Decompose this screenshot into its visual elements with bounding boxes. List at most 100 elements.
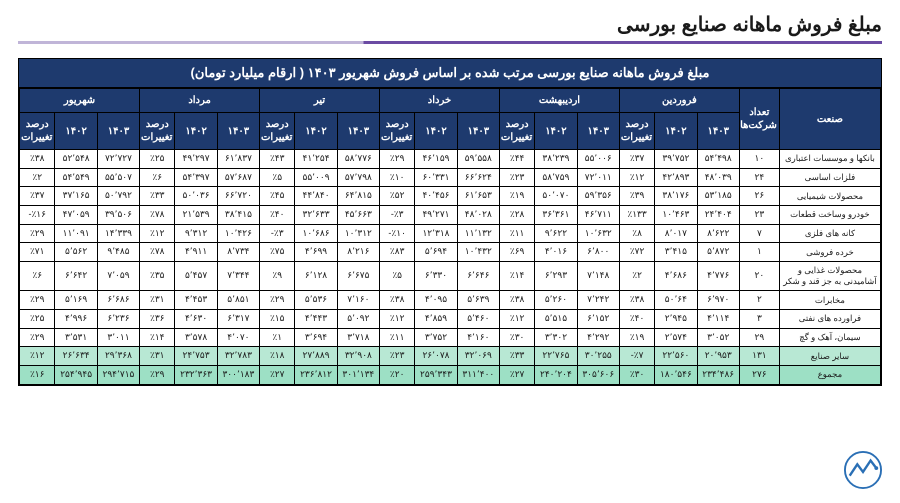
cell-val: ۹٬۴۸۵: [97, 243, 139, 262]
cell-val: ۳٬۰۵۲: [697, 328, 739, 347]
cell-val: ۶٬۶۷۵: [337, 262, 379, 291]
cell-pct: ٪۲۵: [140, 150, 175, 169]
col-y1: ۱۴۰۳: [217, 113, 259, 150]
cell-pct: ٪۷۲: [619, 243, 654, 262]
cell-val: ۱۰٬۴۶۳: [655, 206, 697, 225]
cell-val: ۴۶٬۱۵۹: [415, 150, 457, 169]
cell-val: ۳٬۷۵۲: [415, 328, 457, 347]
cell-pct: ٪۱۱: [499, 224, 534, 243]
cell-val: ۱۰٬۳۱۲: [337, 224, 379, 243]
cell-count: ۱۰: [739, 150, 779, 169]
col-y0: ۱۴۰۲: [415, 113, 457, 150]
cell-val: ۱۱٬۰۹۱: [55, 224, 97, 243]
col-y0: ۱۴۰۲: [175, 113, 217, 150]
table-row: مجموع۲۷۶۲۳۴٬۴۸۶۱۸۰٬۵۴۶٪۳۰۳۰۵٬۶۰۶۲۴۰٬۲۰۴٪…: [20, 365, 881, 384]
cell-val: ۴۵٬۶۶۳: [337, 206, 379, 225]
cell-val: ۶٬۲۹۳: [535, 262, 577, 291]
cell-val: ۲٬۹۴۵: [655, 309, 697, 328]
cell-pct: ٪۱۲: [380, 309, 415, 328]
cell-pct: ٪۱۴: [499, 262, 534, 291]
page-title: مبلغ فروش ماهانه صنایع بورسی: [18, 12, 882, 37]
cell-pct: ٪۲۷: [499, 365, 534, 384]
cell-pct: ٪۳۸: [20, 150, 55, 169]
cell-pct: ٪۱۰-: [380, 224, 415, 243]
cell-val: ۶٬۳۳۰: [415, 262, 457, 291]
cell-val: ۴٬۰۷۰: [217, 328, 259, 347]
table-subtitle: مبلغ فروش ماهانه صنایع بورسی مرتب شده بر…: [19, 59, 881, 88]
cell-val: ۳۲٬۷۸۳: [217, 347, 259, 366]
table-row: بانکها و موسسات اعتباری۱۰۵۴٬۴۹۸۳۹٬۷۵۲٪۳۷…: [20, 150, 881, 169]
cell-count: ۱: [739, 243, 779, 262]
cell-count: ۷: [739, 224, 779, 243]
cell-pct: ٪۸۳: [380, 243, 415, 262]
cell-val: ۵۴٬۵۴۹: [55, 168, 97, 187]
cell-val: ۳۹٬۷۵۲: [655, 150, 697, 169]
cell-val: ۴۰٬۴۵۶: [415, 187, 457, 206]
cell-pct: ٪۱۸: [260, 347, 295, 366]
cell-val: ۸٬۰۱۷: [655, 224, 697, 243]
cell-val: ۶۶٬۷۲۰: [217, 187, 259, 206]
col-industry: صنعت: [779, 89, 880, 150]
cell-val: ۴٬۷۷۶: [697, 262, 739, 291]
cell-val: ۲۶٬۰۷۸: [415, 347, 457, 366]
cell-val: ۳٬۰۱۱: [97, 328, 139, 347]
cell-val: ۶۶٬۶۲۴: [457, 168, 499, 187]
cell-val: ۲۴۰٬۲۰۴: [535, 365, 577, 384]
cell-pct: ٪۳-: [380, 206, 415, 225]
cell-val: ۴٬۴۴۳: [295, 309, 337, 328]
cell-val: ۵٬۸۵۱: [217, 291, 259, 310]
cell-val: ۴٬۸۵۹: [415, 309, 457, 328]
cell-pct: ٪۲۰: [380, 365, 415, 384]
table-row: فراورده های نفتی۳۴٬۱۱۴۲٬۹۴۵٪۴۰۶٬۱۵۲۵٬۵۱۵…: [20, 309, 881, 328]
cell-industry: خرده فروشی: [779, 243, 880, 262]
cell-pct: ٪۵۲: [380, 187, 415, 206]
col-y1: ۱۴۰۳: [337, 113, 379, 150]
col-month: تیر: [260, 89, 380, 113]
cell-val: ۱۰٬۶۳۲: [577, 224, 619, 243]
cell-pct: ٪۵: [380, 262, 415, 291]
cell-val: ۴٬۹۹۶: [55, 309, 97, 328]
cell-val: ۶٬۱۲۸: [295, 262, 337, 291]
cell-pct: ٪۱۲: [20, 347, 55, 366]
table-row: فلزات اساسی۲۴۴۸٬۰۳۹۴۲٬۸۹۳٪۱۲۷۲٬۰۱۱۵۸٬۷۵۹…: [20, 168, 881, 187]
cell-val: ۲۳۴٬۴۸۶: [697, 365, 739, 384]
cell-val: ۵٬۶۹۴: [415, 243, 457, 262]
cell-val: ۵٬۴۶۰: [457, 309, 499, 328]
cell-pct: ٪۶: [140, 168, 175, 187]
cell-count: ۲۶: [739, 187, 779, 206]
cell-val: ۲۵۴٬۹۴۵: [55, 365, 97, 384]
cell-count: ۲۹: [739, 328, 779, 347]
cell-industry: سیمان، آهک و گچ: [779, 328, 880, 347]
cell-val: ۵۸٬۷۵۹: [535, 168, 577, 187]
cell-pct: ٪۲۳: [499, 168, 534, 187]
cell-val: ۴٬۱۶۰: [457, 328, 499, 347]
cell-val: ۱۰٬۶۸۶: [295, 224, 337, 243]
col-month: خرداد: [380, 89, 500, 113]
cell-val: ۹٬۶۲۲: [535, 224, 577, 243]
cell-val: ۴۹٬۲۷۱: [415, 206, 457, 225]
cell-val: ۸٬۶۲۲: [697, 224, 739, 243]
cell-pct: ٪۳۰: [499, 328, 534, 347]
col-pct: درصد تغییرات: [260, 113, 295, 150]
cell-val: ۵۰٬۰۳۶: [175, 187, 217, 206]
cell-val: ۴٬۰۹۵: [415, 291, 457, 310]
cell-count: ۲: [739, 291, 779, 310]
sales-table-container: مبلغ فروش ماهانه صنایع بورسی مرتب شده بر…: [18, 58, 882, 386]
cell-val: ۵٬۰۹۲: [337, 309, 379, 328]
cell-industry: مخابرات: [779, 291, 880, 310]
cell-val: ۷٬۱۶۰: [337, 291, 379, 310]
cell-val: ۵۵٬۵۰۷: [97, 168, 139, 187]
col-pct: درصد تغییرات: [380, 113, 415, 150]
cell-pct: ٪۲۹: [20, 224, 55, 243]
col-pct: درصد تغییرات: [499, 113, 534, 150]
cell-val: ۲۱٬۵۳۹: [175, 206, 217, 225]
cell-val: ۴۸٬۰۳۹: [697, 168, 739, 187]
table-row: سایر صنایع۱۳۱۲۰٬۹۵۳۲۲٬۵۶۰٪۷-۳۰٬۲۵۵۲۲٬۷۶۵…: [20, 347, 881, 366]
col-month: اردیبهشت: [499, 89, 619, 113]
cell-val: ۱۰٬۴۳۲: [457, 243, 499, 262]
sales-table: صنعتتعداد شرکت‌هافروردیناردیبهشتخردادتیر…: [19, 88, 881, 385]
table-row: سیمان، آهک و گچ۲۹۳٬۰۵۲۲٬۵۷۴٪۱۹۴٬۲۹۲۳٬۳۰۲…: [20, 328, 881, 347]
cell-industry: فراورده های نفتی: [779, 309, 880, 328]
cell-pct: ٪۵: [260, 168, 295, 187]
cell-pct: ٪۳۵: [140, 262, 175, 291]
